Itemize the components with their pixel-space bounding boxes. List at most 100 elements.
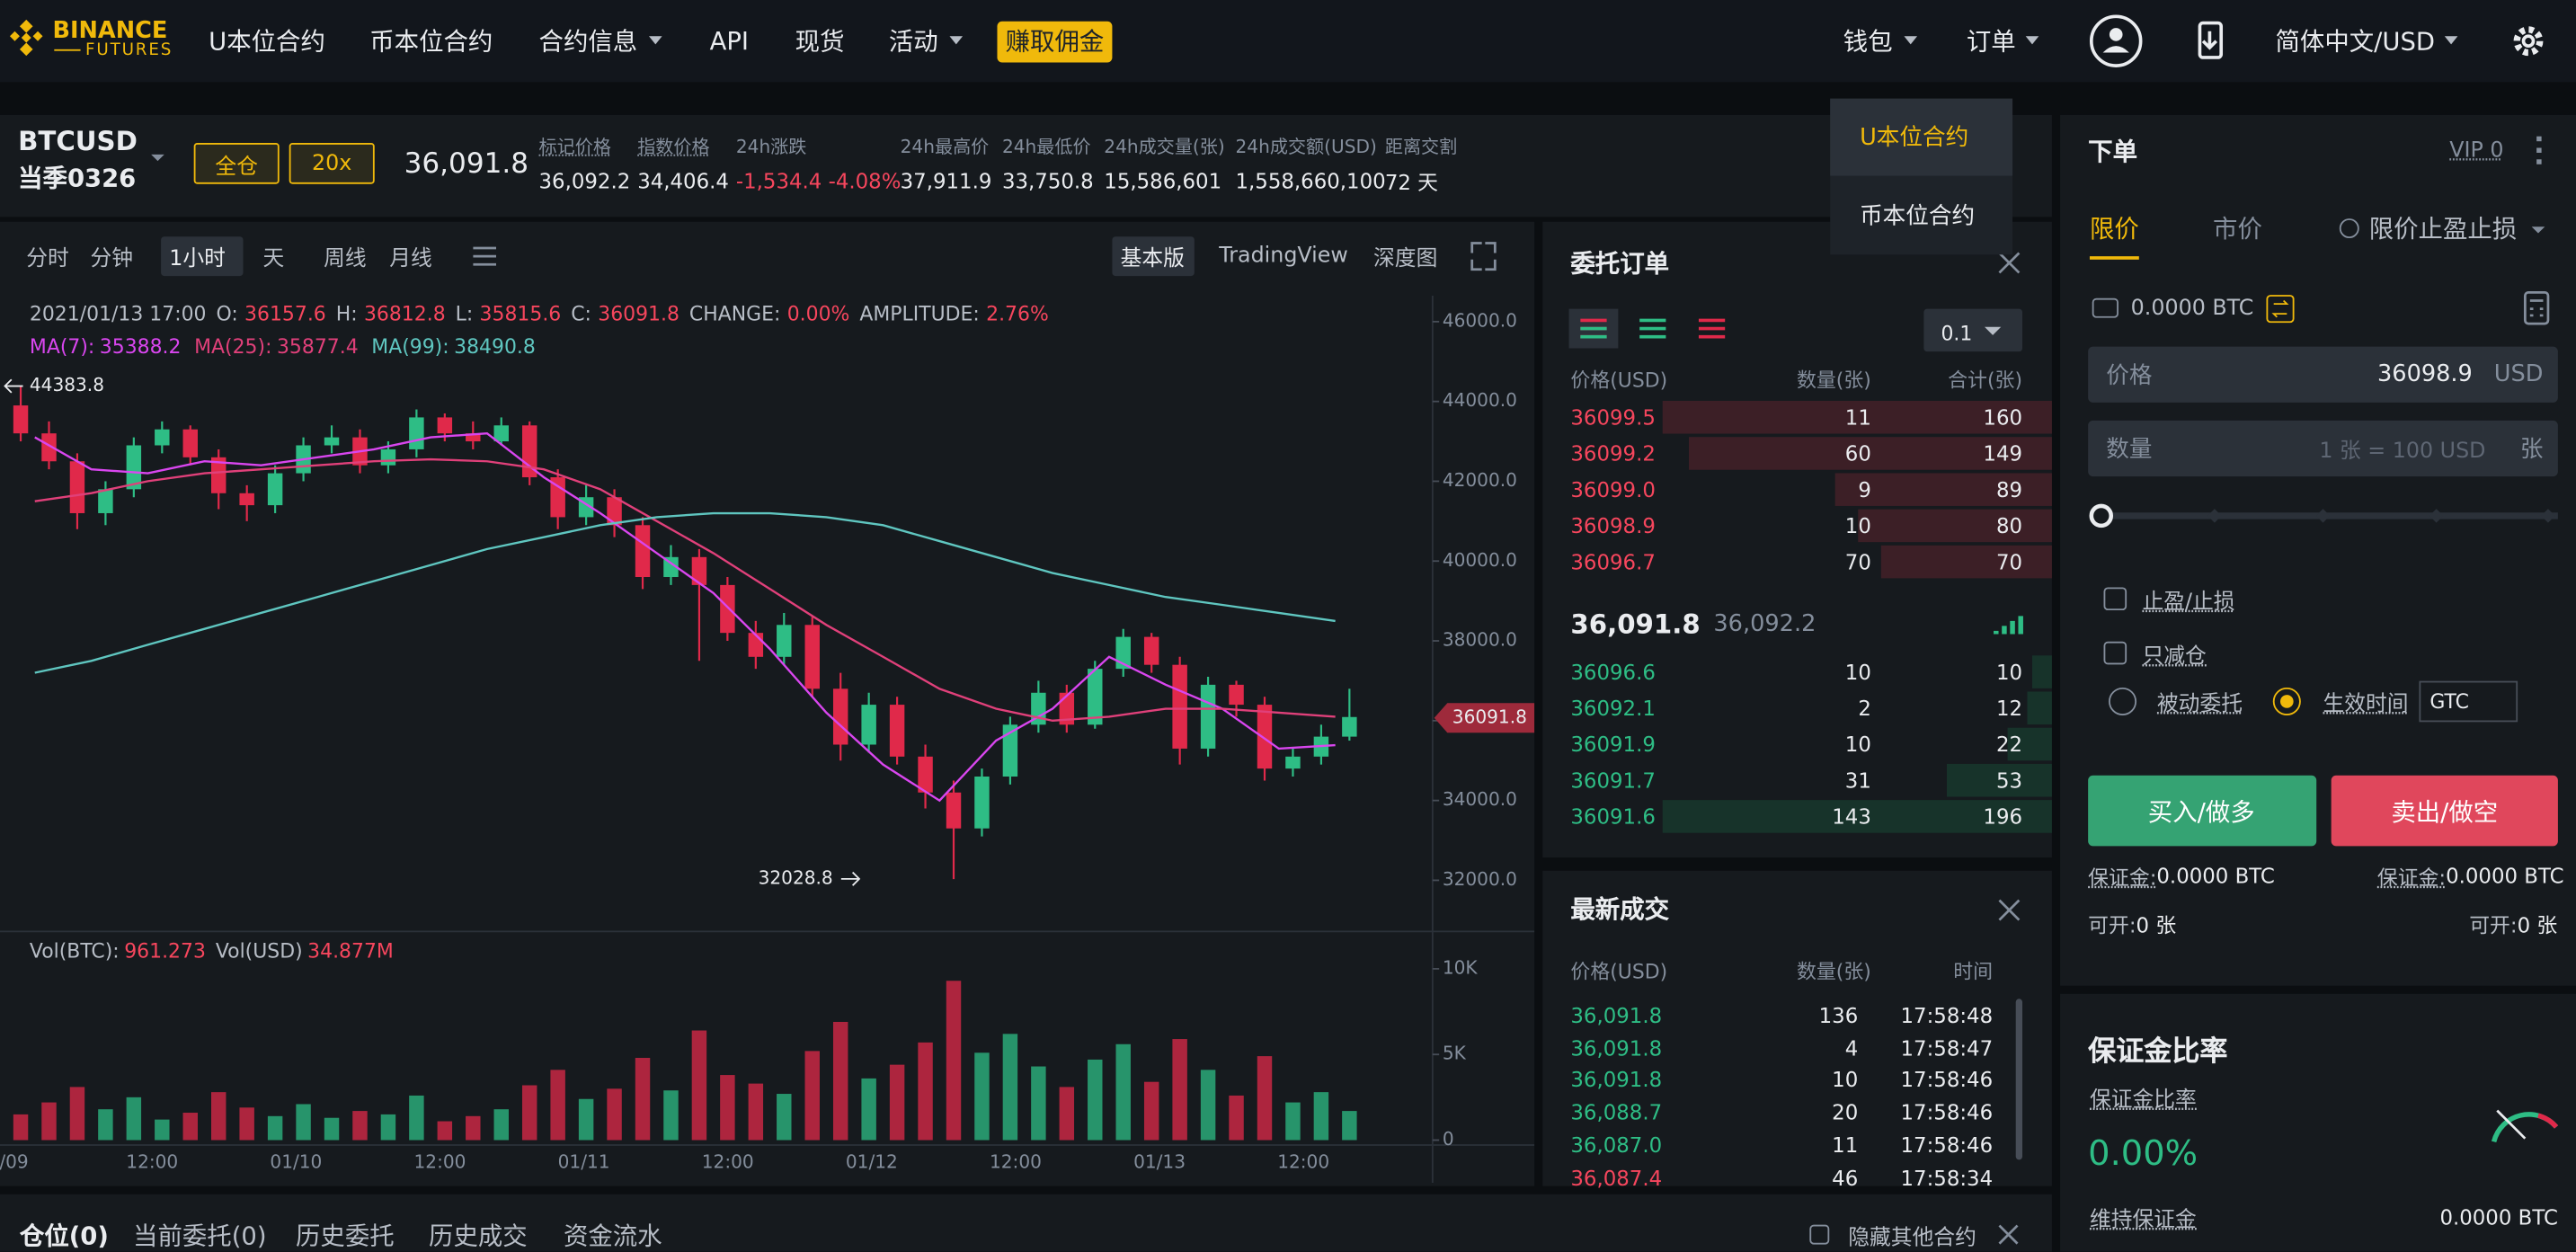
interval[interactable]: 分时	[26, 247, 69, 272]
volume-bar	[918, 1042, 933, 1141]
field-label: CHANGE:	[688, 302, 781, 325]
volume-bar	[720, 1075, 735, 1141]
book-price: 36099.0	[1570, 476, 1656, 502]
ma-line	[34, 511, 1336, 674]
ratio-value: 0.00%	[2088, 1133, 2198, 1174]
ma-name: MA(7):	[29, 334, 95, 359]
input-placeholder: 1 张 = 100 USD	[2319, 439, 2486, 465]
radio-label[interactable]: 生效时间	[2323, 692, 2409, 717]
logo-line	[54, 49, 81, 51]
value: 0.0000 BTC	[2439, 1204, 2558, 1230]
volume-bar	[946, 981, 962, 1141]
nav-item[interactable]: 订单	[1966, 27, 2016, 58]
checkbox-label[interactable]: 隐藏其他合约	[1848, 1226, 1976, 1251]
interval[interactable]: 天	[262, 247, 285, 272]
book-qty: 31	[1844, 768, 1871, 793]
qty-input[interactable]	[2088, 420, 2558, 477]
interval[interactable]: 周线	[324, 247, 367, 272]
bottom-tab[interactable]: 资金流水	[563, 1221, 662, 1251]
interval-active	[161, 236, 244, 277]
interval[interactable]: 月线	[389, 247, 432, 272]
column-header: 数量(张)	[1796, 368, 1871, 392]
dropdown-item[interactable]: U本位合约	[1860, 124, 1969, 152]
margin-panel	[2060, 993, 2576, 1252]
volume-bar	[521, 1085, 537, 1141]
stat-label: 24h成交额(USD)	[1235, 136, 1377, 158]
leverage[interactable]: 20x	[312, 152, 352, 177]
trade-price: 36,087.4	[1570, 1164, 1663, 1190]
bottom-tab[interactable]: 当前委托(0)	[133, 1221, 267, 1251]
candle-body	[861, 705, 876, 745]
radio-label[interactable]: 被动委托	[2156, 692, 2243, 717]
view-tab[interactable]: 深度图	[1373, 247, 1438, 272]
nav-item[interactable]: 活动	[888, 27, 938, 58]
bottom-tab[interactable]: 历史委托	[296, 1221, 395, 1251]
input-unit: 张	[2519, 437, 2544, 464]
trade-time: 17:58:46	[1900, 1099, 1994, 1125]
buy-button[interactable]	[2088, 775, 2317, 847]
checkbox-label[interactable]: 只减仓	[2142, 644, 2207, 670]
nav-item[interactable]: API	[709, 26, 749, 57]
button-label[interactable]: 买入/做多	[2147, 797, 2255, 828]
promo[interactable]: 赚取佣金	[1005, 27, 1105, 58]
volume-bar	[1143, 1081, 1159, 1141]
book-total: 80	[1995, 513, 2023, 538]
volume-bar	[1257, 1056, 1273, 1141]
volume-bar	[1342, 1111, 1357, 1141]
sell-button[interactable]	[2331, 775, 2558, 847]
volume-bar	[635, 1058, 651, 1141]
language[interactable]: 简体中文/USD	[2275, 27, 2436, 58]
candle-body	[1200, 684, 1216, 749]
volume-bar	[889, 1064, 905, 1141]
candle-body	[974, 777, 990, 829]
book-price: 36091.7	[1570, 768, 1656, 793]
value: 0 张	[2136, 912, 2177, 937]
order-tab[interactable]: 市价	[2213, 214, 2262, 244]
y-tick-label: 40000.0	[1443, 549, 1517, 571]
book-price: 36092.1	[1570, 696, 1656, 721]
bottom-tab[interactable]: 仓位(0)	[19, 1221, 109, 1251]
y-tick-label: 5K	[1443, 1043, 1467, 1064]
column-header: 价格(USD)	[1570, 960, 1668, 983]
value: 0.0000 BTC	[2156, 863, 2275, 888]
tif-value[interactable]: GTC	[2429, 689, 2469, 714]
interval[interactable]: 分钟	[90, 247, 134, 272]
checkbox-label[interactable]: 止盈/止损	[2142, 590, 2235, 616]
y-tick-label: 0	[1443, 1128, 1454, 1150]
candle-body	[267, 473, 283, 506]
dropdown-item[interactable]: 币本位合约	[1860, 203, 1976, 230]
order-tab[interactable]: 限价止盈止损	[2368, 214, 2518, 244]
bottom-tab[interactable]: 历史成交	[429, 1221, 528, 1251]
interval[interactable]: 1小时	[169, 247, 226, 272]
stat-label: 24h涨跌	[735, 136, 807, 158]
candle-body	[493, 425, 509, 442]
button-label[interactable]: 卖出/做空	[2391, 797, 2499, 828]
nav-item[interactable]: 钱包	[1843, 27, 1893, 58]
step[interactable]: 0.1	[1941, 322, 1973, 345]
nav-item[interactable]: U本位合约	[209, 27, 325, 58]
nav-item[interactable]: 币本位合约	[369, 27, 493, 58]
view-tab[interactable]: 基本版	[1120, 247, 1185, 272]
y-tick-label: 42000.0	[1443, 469, 1517, 491]
x-tick-label: 01/12	[846, 1151, 898, 1173]
candle-body	[1285, 756, 1301, 769]
view-tab[interactable]: TradingView	[1219, 244, 1348, 269]
margin-mode[interactable]: 全仓	[215, 155, 258, 181]
more-icon	[2536, 136, 2542, 142]
volume-bar	[663, 1090, 679, 1141]
volume-bar	[1088, 1059, 1103, 1141]
value: 0 张	[2517, 912, 2558, 937]
candle-body	[748, 633, 764, 657]
field-value: 35815.6	[479, 302, 562, 325]
stat-value: 72 天	[1384, 170, 1439, 195]
field-label: H:	[335, 302, 358, 325]
candle-body	[1143, 636, 1159, 665]
order-tab[interactable]: 限价	[2089, 214, 2139, 244]
price-input[interactable]	[2088, 346, 2558, 403]
nav-item[interactable]: 合约信息	[538, 27, 638, 58]
nav-item[interactable]: 现货	[795, 27, 845, 58]
book-total: 70	[1995, 549, 2023, 574]
ma-name: MA(25):	[194, 334, 272, 359]
book-total: 89	[1995, 476, 2023, 502]
